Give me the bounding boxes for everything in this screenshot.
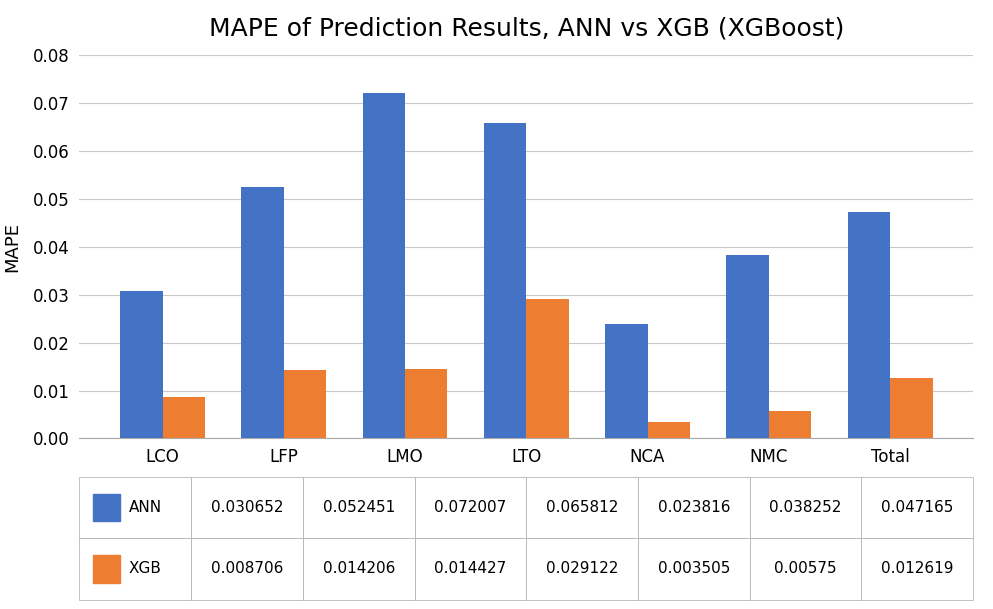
Title: MAPE of Prediction Results, ANN vs XGB (XGBoost): MAPE of Prediction Results, ANN vs XGB (… [209,16,844,40]
Bar [362,93,405,438]
Bar [526,299,569,438]
Bar [120,292,163,438]
Bar [284,370,327,438]
Y-axis label: MAPE: MAPE [4,222,22,272]
Bar [848,213,890,438]
Bar [726,255,769,438]
Text: XGB: XGB [128,561,161,577]
Bar [769,411,811,438]
Bar [647,421,690,438]
Bar [241,187,284,438]
Bar [605,324,647,438]
Bar [405,369,448,438]
Bar [484,123,526,438]
Bar [163,396,205,438]
Bar [890,378,932,438]
Text: ANN: ANN [128,500,162,515]
